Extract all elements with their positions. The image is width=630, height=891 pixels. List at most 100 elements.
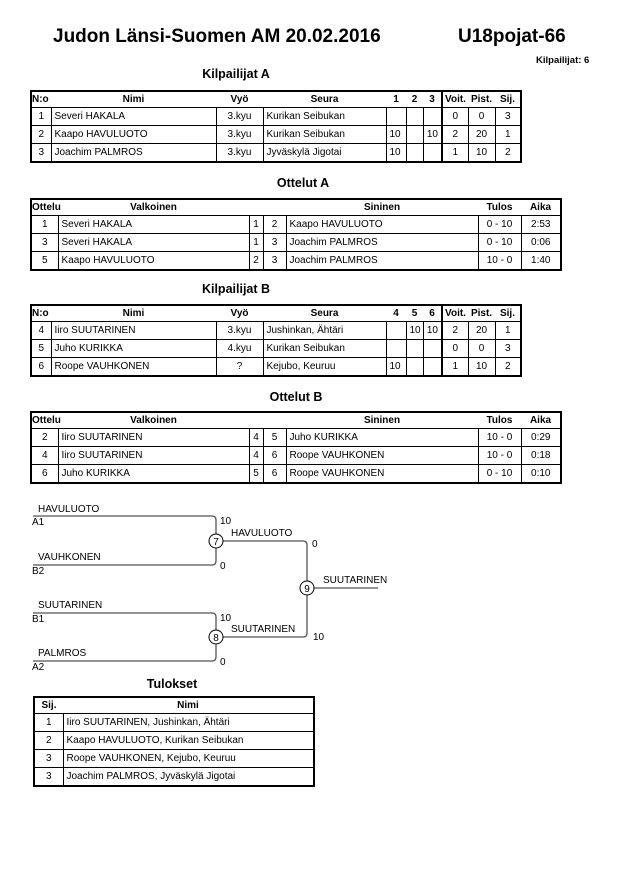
- table-cell: 1: [30, 215, 59, 234]
- table-cell: [422, 143, 443, 163]
- table-cell: Iiro SUUTARINEN: [57, 428, 250, 447]
- table-cell: Joachim PALMROS: [50, 143, 217, 163]
- table-cell: 10 - 0: [477, 251, 522, 271]
- table-cell: Iiro SUUTARINEN: [50, 321, 217, 340]
- table-cell: 0:29: [520, 428, 562, 447]
- score: 0: [312, 539, 318, 550]
- table-cell: [422, 357, 443, 377]
- column-header: Nimi: [122, 308, 145, 319]
- column-header: 1: [393, 94, 399, 105]
- table-cell: 2: [30, 428, 59, 447]
- column-header: Seura: [310, 308, 339, 319]
- champion-name: SUUTARINEN: [323, 575, 387, 586]
- competitors-count: Kilpailijat: 6: [536, 55, 590, 66]
- winner-name: SUUTARINEN: [231, 624, 295, 635]
- table-cell: Roope VAUHKONEN, Kejubo, Keuruu: [62, 749, 315, 768]
- bracket-line: [33, 612, 217, 630]
- header-row: Sij. Nimi: [34, 697, 314, 714]
- table-cell: 1: [494, 321, 522, 340]
- table-cell: [405, 357, 424, 377]
- column-header: 5: [411, 308, 418, 319]
- table-cell: Kurikan Seibukan: [262, 339, 387, 358]
- seed-label: A1: [32, 517, 45, 528]
- table-cell: Iiro SUUTARINEN: [57, 446, 250, 465]
- column-header: Sij.: [499, 308, 515, 319]
- table-cell: 10: [405, 321, 424, 340]
- table-cell: Kaapo HAVULUOTO, Kurikan Seibukan: [62, 731, 315, 750]
- table-cell: Severi HAKALA: [57, 233, 250, 252]
- table-cell: 0 - 10: [477, 464, 522, 484]
- table-cell: 5: [248, 464, 264, 484]
- table-cell: 5: [30, 251, 59, 271]
- seed-label: B2: [32, 566, 45, 577]
- table-cell: Juho KURIKKA: [57, 464, 250, 484]
- column-header: Aika: [529, 415, 552, 426]
- table-cell: Roope VAUHKONEN: [285, 446, 479, 465]
- column-header: Pist.: [470, 94, 493, 105]
- column-header: Ottelu: [32, 202, 61, 213]
- table-cell: Kaapo HAVULUOTO: [50, 125, 217, 144]
- table-cell: Roope VAUHKONEN: [285, 464, 479, 484]
- table-cell: 10 - 0: [477, 446, 522, 465]
- table-cell: 1:40: [520, 251, 562, 271]
- matches-b-table: Ottelu Valkoinen Sininen Tulos Aika 2 Iiro SUU…: [30, 411, 562, 484]
- column-header: N:o: [32, 94, 49, 105]
- table-cell: 20: [467, 321, 496, 340]
- table-cell: 0:06: [520, 233, 562, 252]
- table-cell: 2:53: [520, 215, 562, 234]
- results-title: Tulokset: [146, 677, 198, 691]
- match-9-circle: [299, 580, 315, 596]
- table-cell: 10: [385, 357, 407, 377]
- table-cell: 3: [33, 749, 64, 768]
- column-header: Vyö: [230, 94, 249, 105]
- table-cell: 0 - 10: [477, 233, 522, 252]
- column-header: Tulos: [486, 415, 513, 426]
- table-cell: 3.kyu: [215, 321, 264, 340]
- column-header: Voit.: [441, 91, 468, 108]
- table-cell: 0:10: [520, 464, 562, 484]
- pool-b-table: N:o Nimi Vyö Seura 4 5 6 Voit. Pist. Sij. 4 Iiro SU…: [30, 304, 522, 377]
- category-title: U18pojat-66: [458, 26, 566, 47]
- table-row: 1 Severi HAKALA 1 2 Kaapo HAVULUOTO 0 - 10 2:5…: [30, 215, 562, 234]
- score: 10: [220, 613, 232, 624]
- score: 0: [220, 561, 226, 572]
- pool-a-title: Kilpailijat A: [202, 67, 270, 81]
- table-row: 1 Iiro SUUTARINEN, Jushinkan, Ähtäri: [33, 713, 315, 732]
- table-cell: 0: [467, 339, 496, 358]
- table-cell: 3: [262, 233, 287, 252]
- table-cell: 3: [494, 339, 522, 358]
- header-row: Ottelu Valkoinen Sininen Tulos Aika: [31, 412, 561, 429]
- table-cell: 10: [422, 125, 443, 144]
- column-header: 3: [429, 94, 435, 105]
- table-cell: 4: [248, 428, 264, 447]
- page-title: Judon Länsi-Suomen AM 20.02.2016: [53, 26, 381, 47]
- table-cell: 6: [262, 464, 287, 484]
- table-cell: 10: [467, 357, 496, 377]
- table-row: 3 Joachim PALMROS, Jyväskylä Jigotai: [33, 767, 315, 787]
- table-cell: 1: [33, 713, 64, 732]
- match-8-circle: [208, 629, 224, 645]
- table-row: 2 Kaapo HAVULUOTO 3.kyu Kurikan Seibukan 10 1…: [30, 125, 522, 144]
- table-cell: Iiro SUUTARINEN, Jushinkan, Ähtäri: [62, 713, 315, 732]
- column-header: [249, 412, 263, 429]
- results-table: Sij. Nimi 1 Iiro SUUTARINEN, Jushinkan, Äht…: [33, 696, 315, 787]
- table-cell: 20: [467, 125, 496, 144]
- table-cell: 10: [385, 143, 407, 163]
- table-cell: 1: [441, 143, 469, 163]
- table-cell: Kaapo HAVULUOTO: [285, 215, 479, 234]
- table-cell: 10: [385, 125, 407, 144]
- column-header: Tulos: [486, 202, 513, 213]
- table-cell: 3: [30, 143, 52, 163]
- column-header: Sij.: [41, 700, 57, 711]
- matches-a-table: Ottelu Valkoinen Sininen Tulos Aika 1 Severi H…: [30, 198, 562, 271]
- table-cell: [385, 321, 407, 340]
- table-cell: [385, 107, 407, 126]
- competitor-name: PALMROS: [38, 648, 86, 659]
- competitor-name: SUUTARINEN: [38, 600, 102, 611]
- table-cell: 1: [248, 233, 264, 252]
- table-cell: Kaapo HAVULUOTO: [57, 251, 250, 271]
- table-cell: Severi HAKALA: [57, 215, 250, 234]
- score: 0: [220, 657, 226, 668]
